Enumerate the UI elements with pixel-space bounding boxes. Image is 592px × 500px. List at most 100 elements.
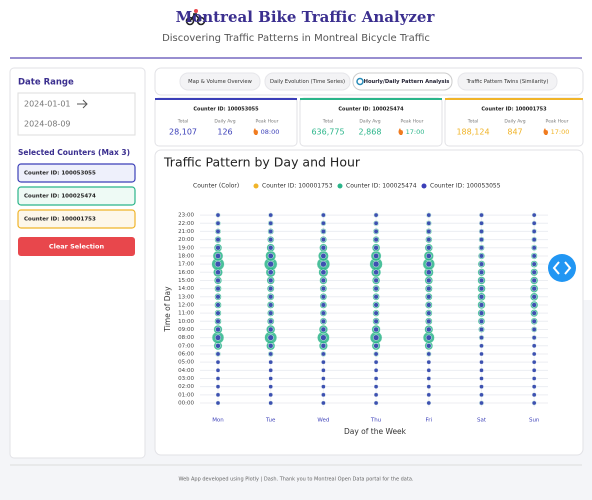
bubble [531, 368, 537, 373]
bubble [373, 368, 379, 373]
tab-radio[interactable] [356, 77, 364, 86]
tab[interactable] [457, 72, 558, 91]
fire-icon [253, 128, 258, 135]
bubble [267, 260, 274, 268]
bubble [215, 294, 221, 300]
bubble [531, 294, 537, 300]
y-tick-label: 05:00 [178, 360, 194, 366]
y-tick-label: 06:00 [178, 351, 194, 357]
tab-label[interactable]: Hourly/Daily Pattern Analysis [364, 79, 450, 85]
bubble [531, 318, 537, 324]
y-tick-label: 20:00 [178, 237, 194, 243]
y-tick-label: 17:00 [178, 262, 194, 268]
bubble [215, 351, 221, 357]
y-tick-label: 02:00 [178, 384, 194, 390]
legend-swatch[interactable] [421, 183, 427, 189]
bubble [268, 384, 273, 389]
bubble [268, 286, 274, 292]
bubble [479, 392, 484, 398]
y-tick-label: 13:00 [178, 294, 194, 300]
nav-button[interactable] [548, 254, 576, 282]
y-tick-label: 12:00 [178, 302, 194, 308]
bubble [215, 318, 221, 324]
tab-label[interactable]: Map & Volume Overview [188, 79, 252, 85]
tab-label[interactable]: Traffic Pattern Twins (Similarity) [466, 79, 549, 85]
y-tick-label: 09:00 [178, 327, 194, 333]
y-tick-label: 16:00 [178, 270, 194, 276]
bubble [215, 376, 221, 381]
bubble [268, 368, 273, 373]
bubble [373, 269, 379, 276]
bubble [426, 384, 432, 389]
tab[interactable] [179, 72, 261, 91]
counter-chip[interactable] [17, 186, 136, 206]
stat-value: 2,868 [359, 128, 382, 137]
legend-swatch[interactable] [253, 183, 259, 189]
date-picker[interactable] [17, 92, 136, 136]
stat-card-title: Counter ID: 100001753 [481, 107, 547, 113]
bubble [214, 260, 222, 268]
bubble [531, 220, 537, 226]
bubble [373, 237, 379, 243]
start-date[interactable]: 2024-01-01 [24, 100, 71, 109]
bubble [215, 277, 221, 284]
x-tick-label: Mon [212, 418, 224, 424]
bubble [479, 359, 484, 365]
stat-value: 17:00 [551, 128, 570, 136]
stat-card-accent [445, 98, 583, 100]
stat-card-accent [155, 98, 297, 100]
bubble [373, 294, 379, 300]
tab[interactable] [264, 72, 351, 91]
y-tick-label: 18:00 [178, 253, 194, 259]
bubble [531, 310, 537, 316]
bubble [320, 318, 326, 324]
bubble [268, 294, 274, 300]
counter-chip[interactable] [17, 209, 136, 229]
bubble [320, 343, 327, 349]
bubble [321, 212, 326, 218]
bubble [215, 253, 221, 259]
clear-button[interactable] [18, 237, 135, 256]
stat-label: Peak Hour [256, 119, 279, 125]
bubble [479, 343, 484, 349]
y-tick-label: 14:00 [178, 286, 194, 292]
bubble [320, 286, 326, 292]
bubble [531, 229, 537, 234]
y-tick-label: 10:00 [178, 319, 194, 325]
bubble [478, 294, 485, 300]
bubble [268, 302, 274, 308]
y-tick-label: 19:00 [178, 245, 194, 251]
bubble [478, 277, 485, 284]
stat-value: 17:00 [406, 128, 425, 136]
bubble [215, 220, 221, 226]
tab-label[interactable]: Daily Evolution (Time Series) [270, 79, 345, 85]
legend-label[interactable]: Counter ID: 100001753 [262, 183, 333, 190]
stat-label: Peak Hour [401, 119, 424, 125]
counter-chip[interactable] [17, 163, 136, 183]
bubble [426, 286, 432, 292]
end-date[interactable]: 2024-08-09 [24, 120, 71, 129]
counter-chip-label[interactable]: Counter ID: 100025474 [24, 194, 96, 200]
legend-label[interactable]: Counter ID: 100025474 [346, 183, 417, 190]
bubble [426, 392, 432, 398]
bubble [320, 229, 326, 234]
counter-chip-label[interactable]: Counter ID: 100053055 [24, 171, 96, 177]
stat-value: 08:00 [261, 128, 280, 136]
bubble [426, 237, 432, 243]
bubble [320, 334, 327, 341]
counter-chip-label[interactable]: Counter ID: 100001753 [24, 217, 96, 223]
legend-swatch[interactable] [337, 183, 343, 189]
legend-label[interactable]: Counter ID: 100053055 [430, 183, 501, 190]
bubble [321, 400, 326, 406]
bubble [268, 245, 274, 251]
bubble [267, 269, 274, 276]
bubble [479, 376, 484, 381]
bubble [479, 327, 484, 332]
stat-value: 28,107 [169, 128, 197, 137]
tab[interactable] [352, 72, 453, 91]
clear-button-label[interactable]: Clear Selection [49, 243, 105, 251]
stat-label: Total [322, 119, 334, 125]
y-tick-label: 11:00 [178, 311, 194, 317]
bubble [531, 327, 537, 332]
bubble [321, 368, 326, 373]
